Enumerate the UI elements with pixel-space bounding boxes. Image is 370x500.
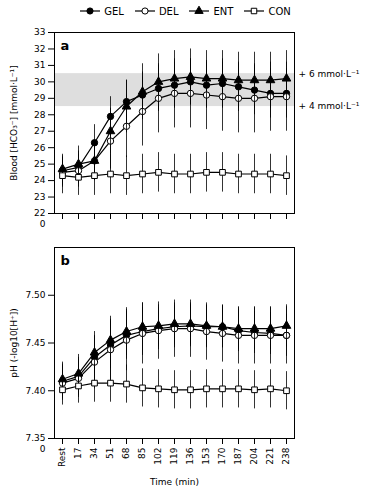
svg-text:28: 28: [34, 110, 46, 120]
svg-text:33: 33: [34, 27, 45, 37]
svg-text:170: 170: [217, 447, 227, 464]
svg-text:31: 31: [34, 60, 45, 70]
svg-text:7.40: 7.40: [25, 386, 45, 396]
svg-text:32: 32: [34, 44, 45, 54]
svg-text:221: 221: [265, 448, 275, 465]
svg-text:17: 17: [73, 448, 83, 459]
svg-text:7.50: 7.50: [25, 290, 45, 300]
svg-text:204: 204: [249, 447, 259, 464]
svg-text:24: 24: [34, 175, 46, 185]
svg-text:29: 29: [34, 93, 46, 103]
svg-text:Rest: Rest: [57, 447, 67, 467]
svg-text:pH (-log10[H⁺]): pH (-log10[H⁺]): [9, 308, 19, 377]
svg-text:0: 0: [40, 444, 46, 454]
svg-text:26: 26: [34, 143, 46, 153]
svg-text:27: 27: [34, 126, 45, 136]
svg-text:68: 68: [121, 447, 131, 459]
svg-text:85: 85: [137, 448, 147, 459]
svg-text:b: b: [61, 253, 70, 268]
svg-text:51: 51: [105, 448, 115, 459]
svg-text:25: 25: [34, 159, 45, 169]
svg-text:136: 136: [185, 447, 195, 464]
html-text:CON: CON: [268, 5, 291, 17]
svg-text:22: 22: [34, 208, 45, 218]
svg-text:34: 34: [89, 447, 99, 459]
svg-text:30: 30: [34, 77, 46, 87]
svg-text:0: 0: [40, 219, 46, 229]
svg-text:238: 238: [281, 447, 291, 464]
svg-text:Blood [HCO₃⁻] [mmol·L⁻¹]: Blood [HCO₃⁻] [mmol·L⁻¹]: [9, 65, 19, 180]
svg-text:Time (min): Time (min): [149, 477, 199, 487]
svg-text:7.45: 7.45: [25, 338, 45, 348]
svg-text:23: 23: [34, 192, 45, 202]
svg-text:153: 153: [201, 448, 211, 465]
html-text:GEL: GEL: [104, 5, 124, 17]
svg-text:7.35: 7.35: [25, 433, 45, 443]
svg-text:+ 4 mmol·L⁻¹: + 4 mmol·L⁻¹: [299, 101, 360, 111]
html-text:ENT: ENT: [213, 5, 234, 17]
svg-text:102: 102: [153, 448, 163, 465]
svg-text:187: 187: [233, 448, 243, 465]
svg-text:a: a: [61, 38, 70, 53]
svg-text:+ 6 mmol·L⁻¹: + 6 mmol·L⁻¹: [299, 69, 360, 79]
svg-text:119: 119: [169, 447, 179, 464]
html-text:DEL: DEL: [158, 5, 179, 17]
